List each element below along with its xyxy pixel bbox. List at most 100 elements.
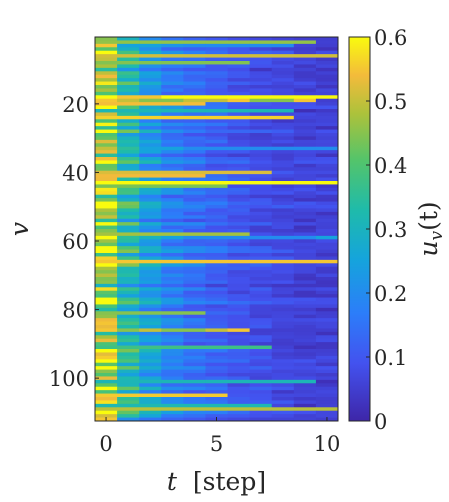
heatmap-cell [161, 376, 184, 381]
heatmap-cell [95, 157, 118, 161]
heatmap-cell [117, 366, 140, 370]
heatmap-cell [227, 85, 251, 89]
heatmap-cell [293, 349, 317, 353]
heatmap-cell [95, 277, 118, 281]
heatmap-cell [293, 57, 317, 62]
heatmap-cell [205, 314, 228, 319]
heatmap-cell [161, 359, 184, 364]
heatmap-cell [183, 181, 206, 185]
heatmap-cell [227, 263, 251, 268]
heatmap-cell [183, 314, 206, 319]
heatmap-cell [139, 232, 162, 237]
heatmap-cell [293, 304, 317, 309]
heatmap-cell [117, 57, 140, 62]
heatmap-cell [249, 43, 273, 48]
heatmap-cell [117, 177, 140, 182]
heatmap-cell [227, 136, 251, 141]
heatmap-cell [227, 242, 251, 247]
heatmap-cell [95, 311, 118, 316]
heatmap-cell [117, 98, 140, 103]
heatmap-cell [117, 225, 140, 230]
heatmap-cell [227, 102, 251, 106]
heatmap-cell [249, 208, 273, 213]
heatmap-cell [315, 153, 339, 158]
heatmap-cell [183, 115, 206, 120]
heatmap-cell [139, 43, 162, 48]
heatmap-cell [249, 194, 273, 199]
heatmap-cell [95, 338, 118, 343]
heatmap-cell [271, 290, 295, 295]
heatmap-cell [95, 126, 118, 130]
heatmap-cell [183, 71, 206, 76]
heatmap-cell [117, 307, 140, 312]
heatmap-cell [117, 95, 140, 100]
heatmap-cell [183, 318, 206, 322]
heatmap-cell [249, 349, 273, 353]
heatmap-cell [95, 342, 118, 346]
heatmap-cell [271, 181, 295, 185]
heatmap-cell [183, 294, 206, 298]
heatmap-cell [271, 417, 295, 422]
heatmap-cell [249, 314, 273, 319]
heatmap-cell [95, 43, 118, 48]
heatmap-cell [315, 277, 339, 281]
heatmap-cell [205, 143, 228, 148]
heatmap-cell [183, 235, 206, 240]
heatmap-cell [293, 47, 317, 52]
heatmap-cell [271, 321, 295, 326]
heatmap-cell [139, 246, 162, 250]
heatmap-cell [161, 307, 184, 312]
heatmap-cell [95, 50, 118, 55]
heatmap-cell [205, 215, 228, 220]
heatmap-cell [271, 376, 295, 381]
heatmap-cell [249, 112, 273, 117]
heatmap-cell [183, 98, 206, 103]
heatmap-cell [95, 67, 118, 72]
heatmap-cell [271, 205, 295, 209]
heatmap-cell [95, 263, 118, 268]
heatmap-cell [139, 85, 162, 89]
heatmap-cell [315, 57, 339, 62]
heatmap-cell [205, 198, 228, 202]
heatmap-cell [161, 40, 184, 45]
heatmap-cell [293, 314, 317, 319]
heatmap-cell [183, 139, 206, 144]
heatmap-cell [161, 181, 184, 185]
heatmap-cell [249, 335, 273, 340]
heatmap-cell [315, 85, 339, 89]
heatmap-cell [183, 215, 206, 220]
heatmap-cell [271, 215, 295, 220]
heatmap-cell [249, 307, 273, 312]
heatmap-cell [205, 400, 228, 405]
heatmap-cell [117, 294, 140, 298]
heatmap-cell [183, 78, 206, 82]
heatmap-cell [161, 136, 184, 141]
heatmap-cell [117, 37, 140, 41]
heatmap-cell [161, 115, 184, 120]
heatmap-cell [271, 184, 295, 189]
heatmap-cell [95, 85, 118, 89]
heatmap-cell [161, 256, 184, 261]
heatmap-cell [249, 383, 273, 388]
heatmap-cell [205, 71, 228, 76]
heatmap-cell [205, 57, 228, 62]
heatmap-cell [293, 222, 317, 226]
heatmap-cell [139, 170, 162, 175]
heatmap-cell [293, 376, 317, 381]
heatmap-cell [205, 335, 228, 340]
heatmap-cell [161, 407, 184, 412]
heatmap-cell [95, 321, 118, 326]
heatmap-cell [161, 390, 184, 394]
heatmap-cell [271, 187, 295, 192]
heatmap-cell [271, 253, 295, 257]
heatmap-cell [183, 328, 206, 333]
x-axis-variable: t [167, 467, 178, 496]
heatmap-cell [139, 242, 162, 247]
heatmap-cell [183, 253, 206, 257]
heatmap-cell [95, 37, 118, 41]
heatmap-cell [227, 153, 251, 158]
heatmap-cell [161, 208, 184, 213]
heatmap-cell [293, 157, 317, 161]
x-axis-ticks: 0 5 10 [99, 417, 340, 456]
heatmap-cell [227, 369, 251, 374]
